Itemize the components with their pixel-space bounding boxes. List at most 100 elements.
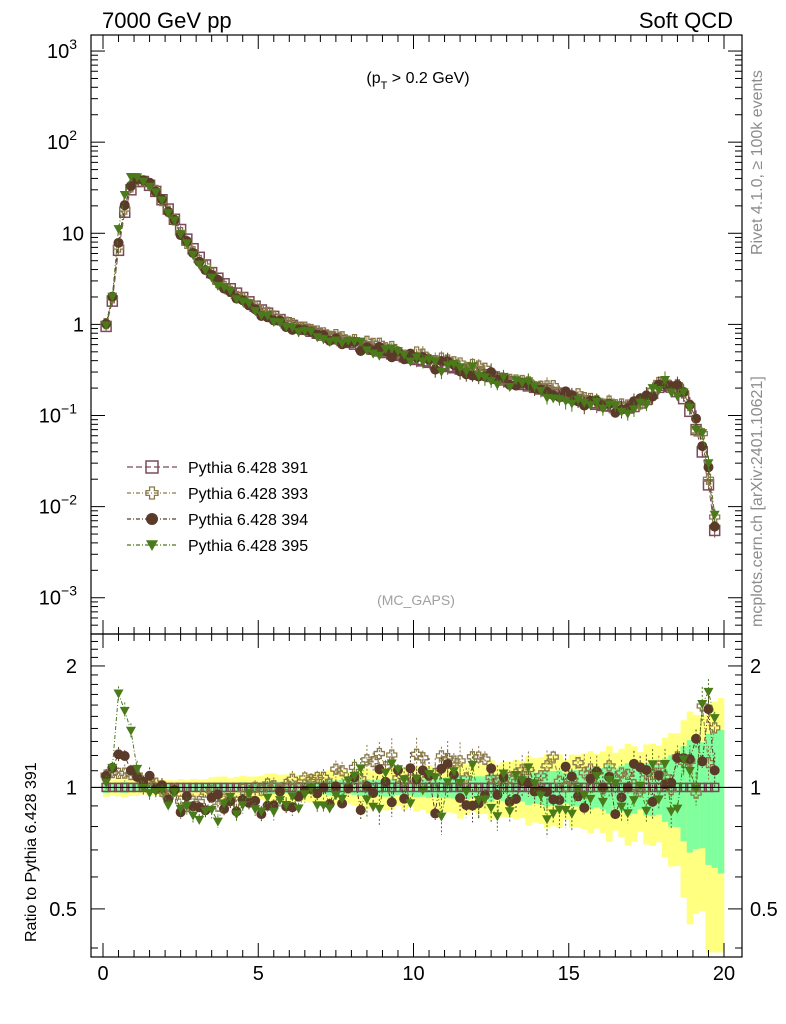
marker-triangle: [591, 397, 602, 407]
marker-triangle: [287, 792, 298, 802]
marker-cross: [572, 757, 584, 769]
marker-triangle: [113, 225, 124, 235]
marker-triangle: [635, 781, 646, 791]
marker-triangle: [641, 400, 652, 410]
marker-triangle: [467, 760, 478, 770]
marker-triangle: [274, 318, 285, 328]
marker-triangle: [231, 295, 242, 305]
marker-triangle: [281, 800, 292, 810]
marker-cross: [373, 747, 385, 760]
marker-triangle: [628, 796, 639, 806]
marker-circle: [691, 733, 702, 744]
marker-cross: [261, 778, 274, 790]
band-green: [699, 742, 706, 849]
marker-triangle: [268, 807, 279, 817]
marker-triangle: [461, 787, 472, 797]
marker-triangle: [597, 404, 608, 414]
marker-circle: [455, 793, 466, 804]
marker-cross: [547, 751, 559, 763]
band-green: [618, 766, 625, 812]
marker-triangle: [523, 763, 534, 773]
marker-circle: [274, 786, 285, 797]
marker-triangle: [188, 811, 199, 821]
marker-triangle: [101, 778, 112, 788]
series-filled-triangle-down: [101, 172, 720, 522]
marker-cross: [559, 781, 572, 793]
marker-circle: [343, 783, 354, 794]
band-green: [711, 732, 719, 868]
marker-triangle: [566, 399, 577, 409]
marker-circle: [430, 808, 441, 819]
x-tick-labels: 0 5 10 15 20: [97, 963, 735, 985]
marker-triangle: [697, 429, 708, 439]
marker-triangle: [200, 807, 211, 817]
legend: Pythia 6.428 391 Pythia 6.428 393 Pythia 6…: [127, 460, 308, 555]
marker-circle: [368, 788, 379, 799]
marker-triangle: [156, 786, 167, 796]
marker-triangle: [672, 804, 683, 814]
marker-triangle: [225, 286, 236, 296]
marker-triangle: [455, 363, 466, 373]
ratio-axis-ticks: [91, 634, 742, 957]
cut-label: (pT > 0.2 GeV): [366, 70, 469, 92]
marker-triangle: [156, 196, 167, 206]
marker-triangle: [107, 292, 118, 302]
marker-triangle: [225, 792, 236, 802]
marker-circle: [442, 758, 453, 769]
marker-triangle: [386, 344, 397, 354]
legend-entry: Pythia 6.428 394: [127, 512, 308, 529]
marker-triangle: [293, 328, 304, 338]
marker-triangle: [697, 700, 708, 710]
legend-entry: Pythia 6.428 393: [127, 486, 308, 503]
marker-triangle: [306, 784, 317, 794]
marker-triangle: [386, 759, 397, 769]
marker-circle: [144, 770, 155, 781]
marker-triangle: [243, 299, 254, 309]
marker-triangle: [653, 795, 664, 805]
marker-triangle: [591, 771, 602, 781]
marker-circle: [610, 809, 621, 820]
marker-triangle: [399, 775, 410, 785]
y-tick-label: 10−1: [39, 401, 77, 428]
marker-triangle: [417, 786, 428, 796]
marker-triangle: [479, 795, 490, 805]
marker-triangle: [517, 776, 528, 786]
marker-circle: [641, 764, 652, 775]
marker-triangle: [703, 687, 714, 697]
marker-triangle: [399, 350, 410, 360]
marker-triangle: [604, 775, 615, 785]
marker-circle: [330, 781, 341, 792]
marker-circle: [125, 180, 136, 191]
legend-entry: Pythia 6.428 395: [127, 538, 308, 555]
marker-circle: [181, 791, 192, 802]
marker-triangle: [628, 405, 639, 415]
marker-triangle: [380, 768, 391, 778]
marker-circle: [647, 391, 658, 402]
marker-triangle: [293, 804, 304, 814]
marker-triangle: [256, 807, 267, 817]
y-tick-label: 10−3: [39, 583, 77, 610]
marker-triangle: [684, 403, 695, 413]
marker-triangle: [337, 794, 348, 804]
marker-triangle: [473, 795, 484, 805]
marker-cross: [690, 787, 702, 799]
x-tick-label: 0: [97, 963, 108, 985]
marker-triangle: [150, 787, 161, 797]
marker-triangle: [504, 807, 515, 817]
marker-cross: [479, 753, 491, 765]
header-left: 7000 GeV pp: [102, 8, 232, 33]
marker-triangle: [306, 327, 317, 337]
header-right: Soft QCD: [639, 8, 733, 33]
marker-triangle: [144, 789, 155, 799]
marker-triangle: [194, 815, 205, 825]
marker-circle: [374, 764, 385, 775]
marker-triangle: [622, 409, 633, 419]
marker-cross: [541, 760, 553, 772]
band-green: [525, 771, 532, 805]
marker-triangle: [169, 216, 180, 226]
marker-triangle: [430, 773, 441, 783]
marker-triangle: [647, 760, 658, 770]
marker-cross: [324, 778, 336, 790]
marker-triangle: [573, 395, 584, 405]
marker-triangle: [243, 789, 254, 799]
